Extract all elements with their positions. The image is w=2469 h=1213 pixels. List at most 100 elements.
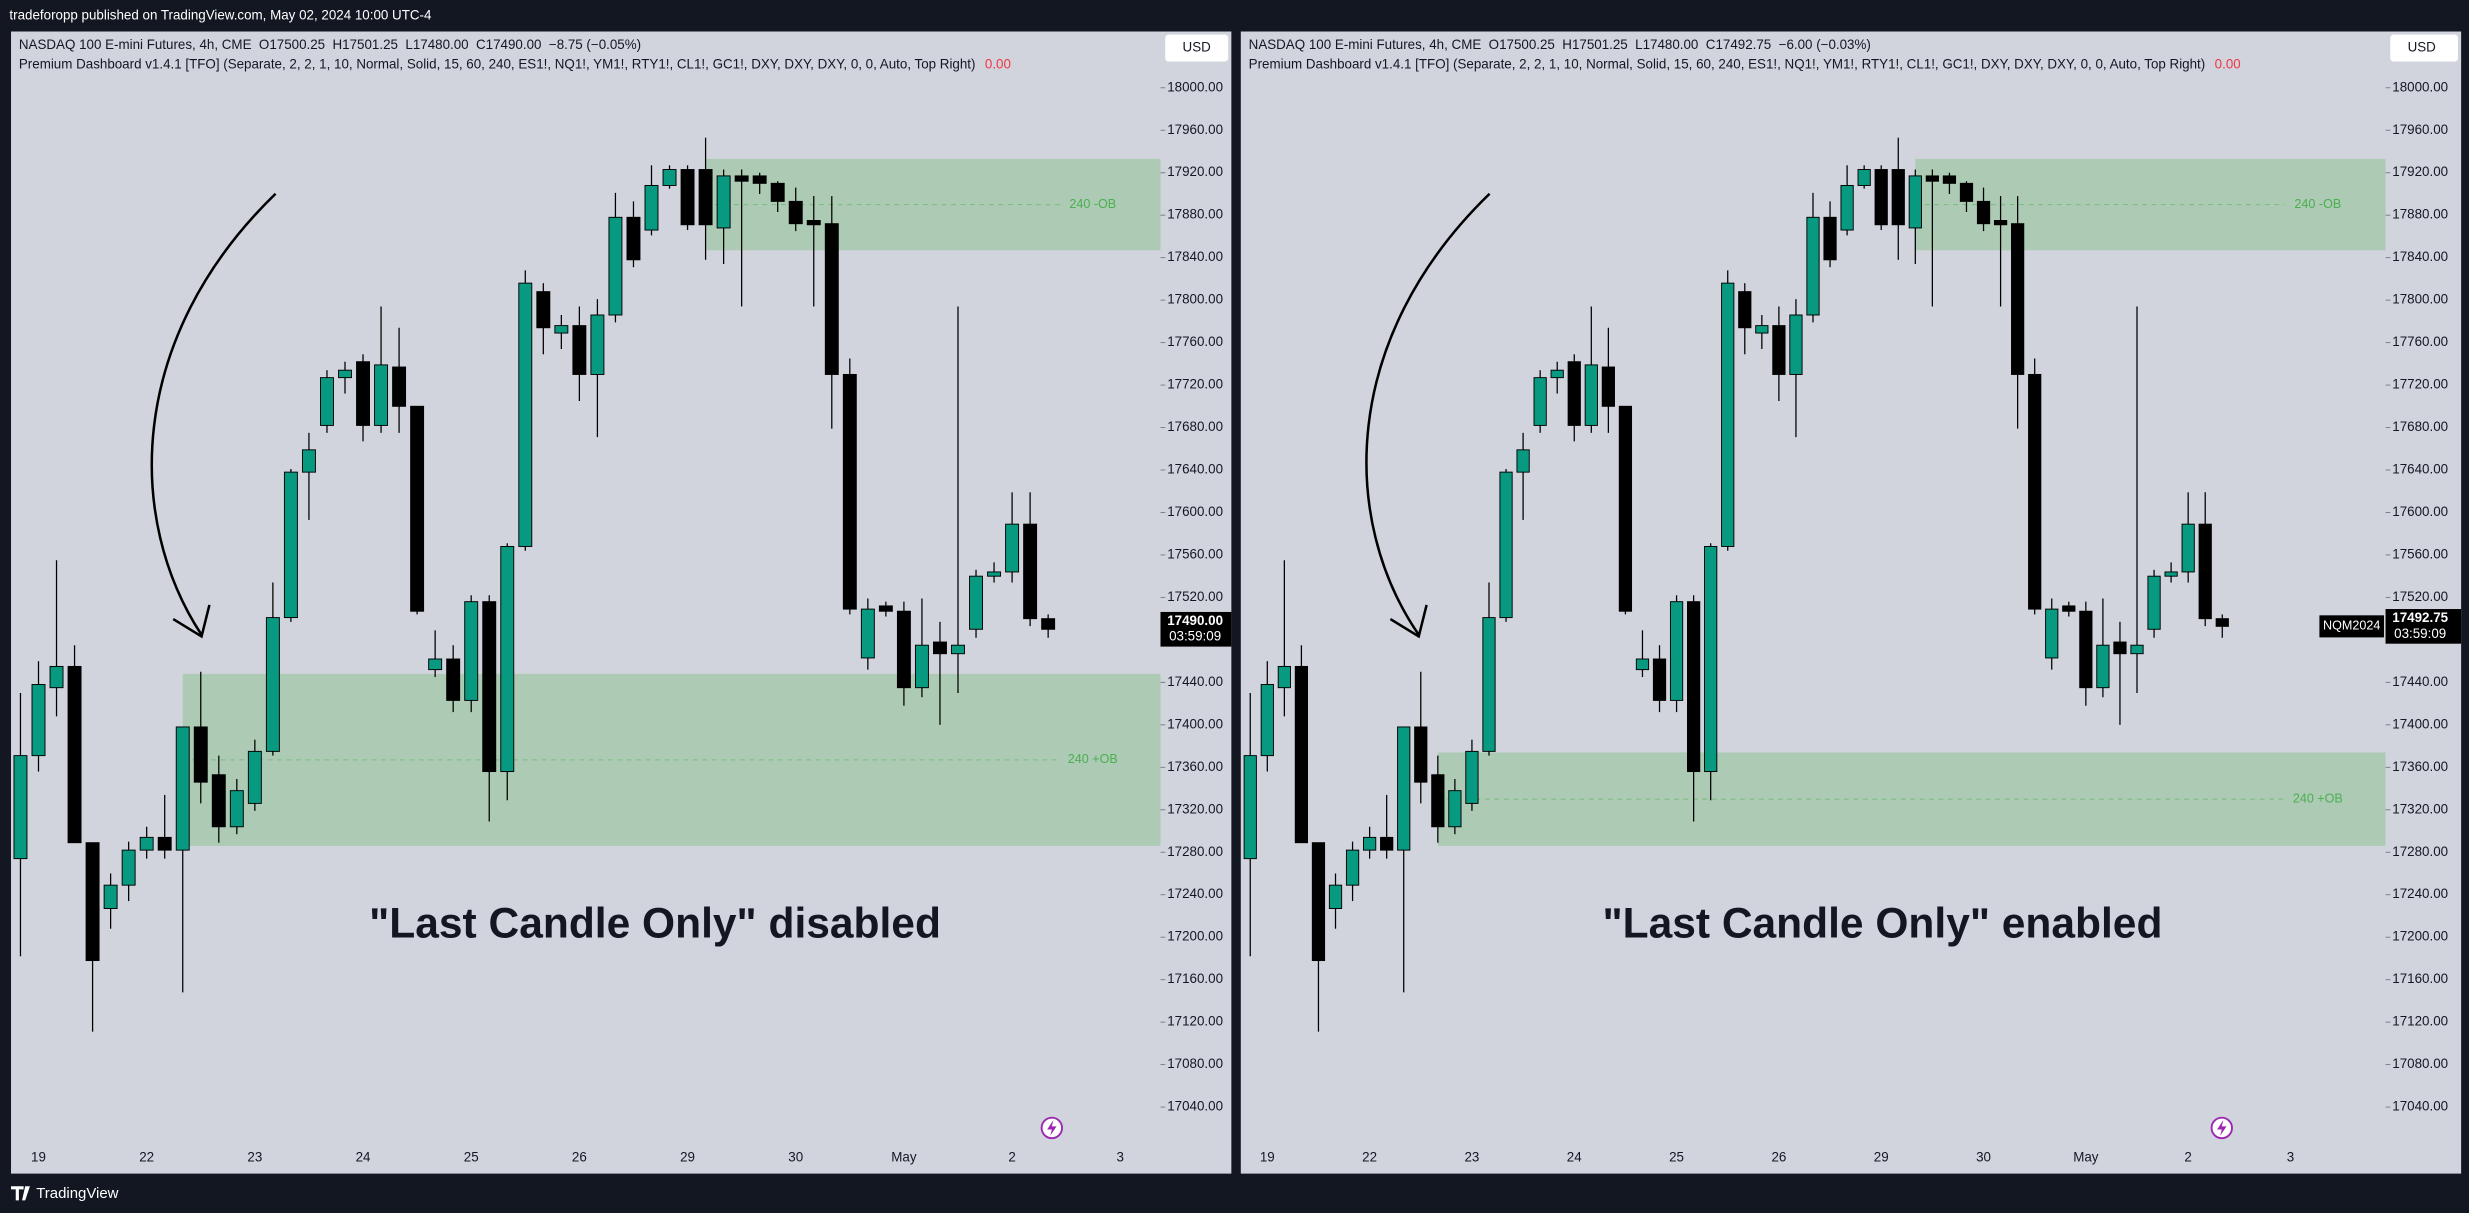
brand: TradingView: [36, 1185, 118, 1202]
candle-body: [1363, 836, 1377, 851]
indicator-legend: Premium Dashboard v1.4.1 [TFO] (Separate…: [19, 56, 1011, 71]
candle-body: [626, 216, 641, 261]
arrow: [150, 192, 277, 636]
indicator-value: 0.00: [2215, 56, 2241, 71]
candle-body: [2096, 644, 2110, 689]
y-tick-label: 17640.00: [1167, 462, 1223, 477]
y-tick-label: 17840.00: [1167, 249, 1223, 264]
y-tick-label: 17520.00: [2392, 589, 2448, 604]
candle-body: [896, 610, 911, 689]
candle-body: [914, 644, 929, 689]
x-tick-label: 22: [139, 1149, 154, 1164]
candle-body: [103, 884, 118, 909]
x-tick-label: 23: [247, 1149, 262, 1164]
candle-body: [1448, 790, 1462, 828]
y-tick-label: 17040.00: [1167, 1099, 1223, 1114]
candle-body: [1772, 325, 1786, 375]
x-tick-label: 2: [1008, 1149, 1015, 1164]
y-tick-label: 17880.00: [2392, 207, 2448, 222]
y-tick-label: 17640.00: [2392, 462, 2448, 477]
candle-body: [1635, 658, 1650, 671]
candle-body: [2079, 610, 2093, 689]
y-tick-label: 17600.00: [1167, 504, 1223, 519]
indicator-name: Premium Dashboard v1.4.1 [TFO] (Separate…: [19, 56, 976, 71]
y-tick-label: 17280.00: [1167, 844, 1223, 859]
replay-icon[interactable]: [2210, 1116, 2233, 1140]
candle-body: [824, 223, 839, 375]
candle-body: [2062, 605, 2076, 612]
icon-bolt[interactable]: [1047, 1120, 1057, 1136]
y-tick-label: 17080.00: [1167, 1056, 1223, 1071]
currency: USD: [1183, 40, 1212, 55]
candle-body: [1465, 750, 1479, 804]
candle-body: [1311, 842, 1326, 962]
x-tick-label: May: [2073, 1149, 2099, 1164]
candle-body: [374, 364, 389, 426]
y-tick-label: 17200.00: [1167, 929, 1223, 944]
logo: [11, 1186, 30, 1201]
candle-body: [2045, 608, 2059, 659]
candle-body: [1414, 726, 1428, 783]
candle-body: [1397, 726, 1411, 851]
candle-body: [301, 449, 316, 473]
symbol-box: [2319, 615, 2384, 638]
y-tick-label: 17960.00: [1167, 122, 1223, 137]
y-tick-label: 17240.00: [2392, 886, 2448, 901]
indicator-name: Premium Dashboard v1.4.1 [TFO] (Separate…: [1249, 56, 2206, 71]
candle-body: [392, 366, 407, 407]
x-tick-label: 25: [464, 1149, 479, 1164]
order-block: [182, 673, 1161, 846]
candle-body: [464, 601, 479, 701]
candle-body: [536, 291, 551, 329]
y-tick-label: 18000.00: [2392, 79, 2448, 94]
candle-body: [2011, 223, 2025, 375]
candle-body: [987, 571, 1002, 577]
y-tick-label: 18000.00: [1167, 79, 1223, 94]
y-tick-label: 17720.00: [2392, 377, 2448, 392]
candle-body: [1260, 684, 1274, 757]
last-price: 17492.75: [2392, 610, 2448, 625]
last-price: 17490.00: [1167, 613, 1223, 628]
candle-body: [85, 842, 100, 962]
y-tick-label: 17560.00: [2392, 546, 2448, 561]
candle-body: [175, 726, 190, 851]
currency: USD: [2408, 40, 2437, 55]
candle-body: [1533, 377, 1547, 426]
icon-bolt[interactable]: [2217, 1120, 2227, 1136]
candle-body: [265, 617, 280, 752]
candle-body: [1601, 366, 1615, 407]
candle-body: [1840, 184, 1854, 231]
y-tick-label: 17800.00: [2392, 292, 2448, 307]
candle-body: [1652, 658, 1667, 701]
y-tick-label: 17840.00: [2392, 249, 2448, 264]
candle-body: [1687, 601, 1701, 773]
candle-body: [554, 325, 569, 334]
x-tick-label: 2: [2184, 1149, 2191, 1164]
last-price-box: [2385, 609, 2462, 644]
y-tick-label: 17320.00: [2392, 801, 2448, 816]
candle-body: [428, 658, 443, 671]
indicator-legend: Premium Dashboard v1.4.1 [TFO] (Separate…: [1249, 56, 2241, 71]
y-tick-label: 17680.00: [2392, 419, 2448, 434]
y-tick-label: 17320.00: [1167, 801, 1223, 816]
x-tick-label: 24: [1567, 1149, 1582, 1164]
candle-body: [1482, 617, 1496, 752]
x-tick-label: 26: [1771, 1149, 1786, 1164]
symbol: NQM2024: [2323, 619, 2380, 633]
candle-body: [49, 665, 64, 689]
candle-body: [320, 377, 334, 426]
y-tick-label: 17920.00: [2392, 164, 2448, 179]
candle-body: [13, 755, 28, 860]
candle-body: [1976, 200, 1991, 225]
x-tick-label: 29: [680, 1149, 695, 1164]
candle-body: [842, 373, 857, 610]
replay-icon[interactable]: [1040, 1116, 1064, 1140]
candle-body: [1959, 182, 1974, 202]
candle-body: [2198, 523, 2212, 620]
candle-body: [410, 405, 425, 612]
x-tick-label: 30: [1976, 1149, 1991, 1164]
candle-body: [446, 658, 461, 701]
y-tick-label: 17440.00: [1167, 674, 1223, 689]
